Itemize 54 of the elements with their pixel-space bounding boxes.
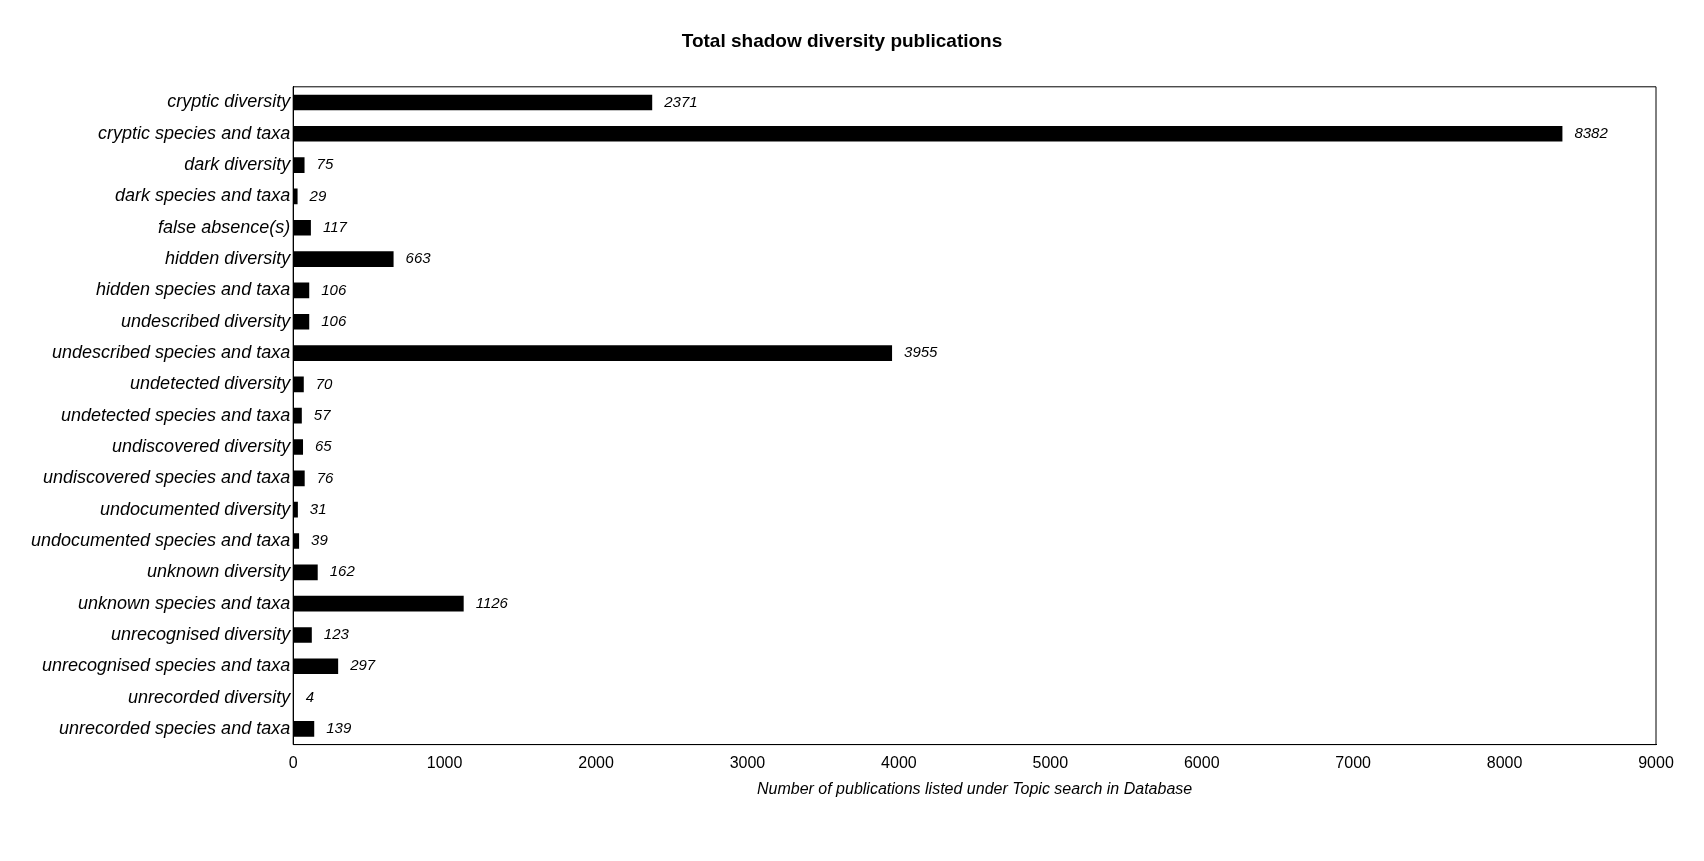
data-label: 663 <box>405 249 432 267</box>
data-label: 8382 <box>1574 123 1609 141</box>
y-tick-label: hidden diversity <box>165 248 292 269</box>
data-label: 117 <box>322 217 348 235</box>
data-label: 39 <box>311 531 329 549</box>
y-tick-label: unknown diversity <box>147 561 292 582</box>
data-label: 106 <box>321 311 347 329</box>
y-tick-label: undetected species and taxa <box>61 404 291 425</box>
data-label: 75 <box>316 155 334 173</box>
y-tick-label: undocumented diversity <box>100 498 292 519</box>
y-tick-label: undocumented species and taxa <box>30 530 291 550</box>
data-label: 1126 <box>475 593 509 611</box>
x-tick-label: 8000 <box>1486 753 1523 771</box>
data-label: 2371 <box>663 92 698 110</box>
data-label: 70 <box>315 374 334 392</box>
y-tick-label: unrecorded diversity <box>128 686 292 707</box>
y-tick-label: unknown species and taxa <box>78 592 291 613</box>
x-tick-label: 7000 <box>1335 753 1372 771</box>
data-label: 106 <box>321 280 347 298</box>
y-tick-label: unrecognised species and taxa <box>42 655 291 676</box>
y-tick-label: cryptic species and taxa <box>98 122 291 143</box>
data-label: 4 <box>305 687 315 705</box>
x-tick-label: 5000 <box>1032 753 1069 771</box>
data-label: 123 <box>323 625 350 643</box>
y-tick-label: undiscovered species and taxa <box>43 467 291 488</box>
y-tick-label: undescribed species and taxa <box>52 342 291 363</box>
x-tick-label: 6000 <box>1183 753 1220 771</box>
data-label: 297 <box>349 656 376 674</box>
data-label: 139 <box>326 719 352 737</box>
y-tick-label: unrecorded species and taxa <box>59 717 291 738</box>
y-tick-label: dark species and taxa <box>115 185 291 206</box>
data-label: 29 <box>308 186 327 204</box>
x-tick-label: 2000 <box>578 753 614 771</box>
y-tick-label: undiscovered diversity <box>112 436 292 457</box>
data-label: 3955 <box>904 343 939 361</box>
y-tick-label: hidden species and taxa <box>96 279 291 300</box>
x-tick-label: 3000 <box>729 753 766 771</box>
x-tick-label: 4000 <box>881 753 917 771</box>
data-label: 65 <box>315 437 333 455</box>
y-tick-label: cryptic diversity <box>167 91 292 112</box>
y-tick-label: undetected diversity <box>130 373 292 394</box>
y-tick-label: undescribed diversity <box>121 310 292 331</box>
x-tick-label: 0 <box>288 753 298 771</box>
x-tick-label: 9000 <box>1638 753 1674 771</box>
data-label: 57 <box>313 405 332 423</box>
data-label: 162 <box>329 562 356 580</box>
y-tick-label: unrecognised diversity <box>111 623 292 644</box>
x-axis-title: Number of publications listed under Topic search in Database <box>756 779 1193 797</box>
chart-title: Total shadow diversity publications <box>681 29 1003 51</box>
y-tick-label: dark diversity <box>184 154 292 175</box>
data-label: 31 <box>309 499 327 517</box>
x-tick-label: 1000 <box>426 753 463 771</box>
data-label: 76 <box>316 468 335 486</box>
y-tick-label: false absence(s) <box>158 216 291 237</box>
